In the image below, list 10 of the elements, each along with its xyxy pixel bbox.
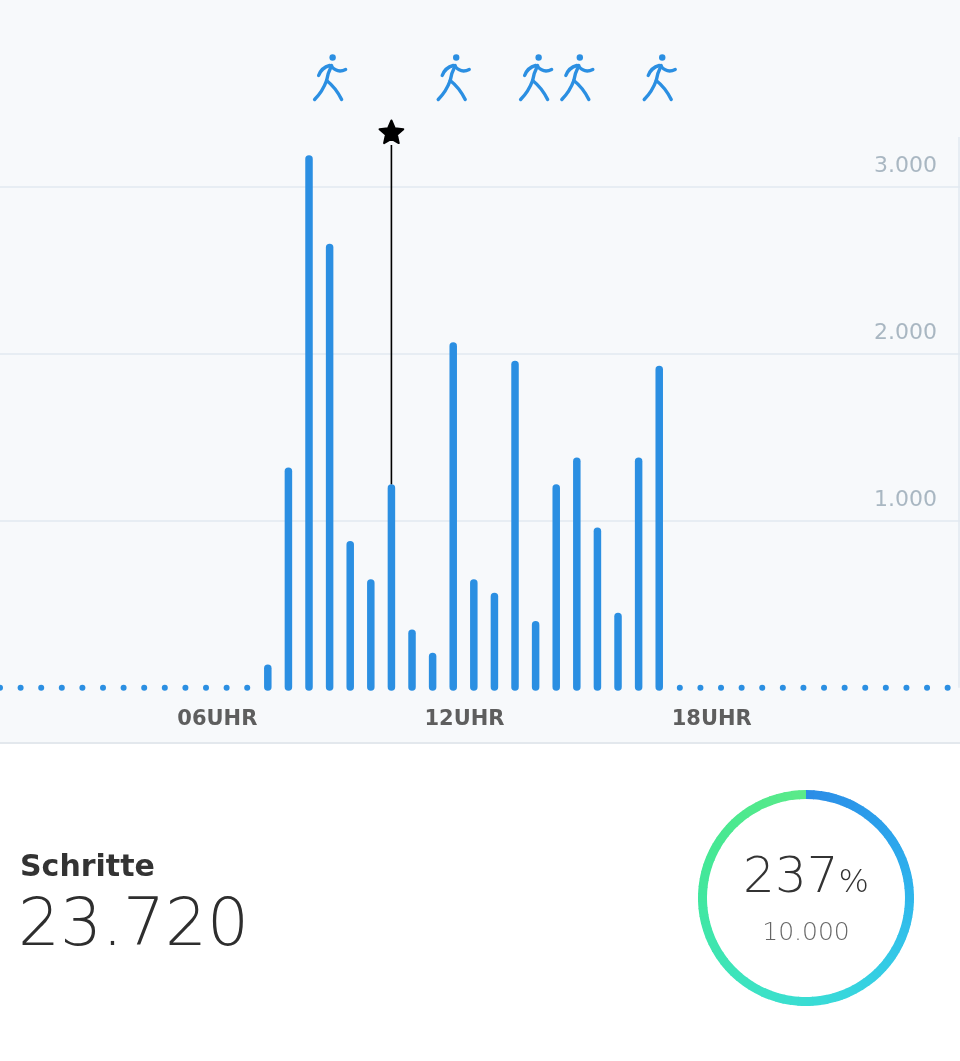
- text: 10.000: [762, 917, 850, 946]
- y-tick-label: 2.000: [874, 318, 937, 344]
- x-tick-label: 06UHR: [177, 705, 258, 729]
- text: Schritte: [20, 848, 155, 883]
- y-tick-label: 1.000: [874, 485, 937, 511]
- x-tick-label: 12UHR: [424, 705, 505, 729]
- text: 237%: [743, 846, 869, 904]
- y-tick-label: 3.000: [874, 151, 937, 177]
- text: 23.720: [18, 884, 249, 961]
- x-tick-label: 18UHR: [671, 705, 752, 729]
